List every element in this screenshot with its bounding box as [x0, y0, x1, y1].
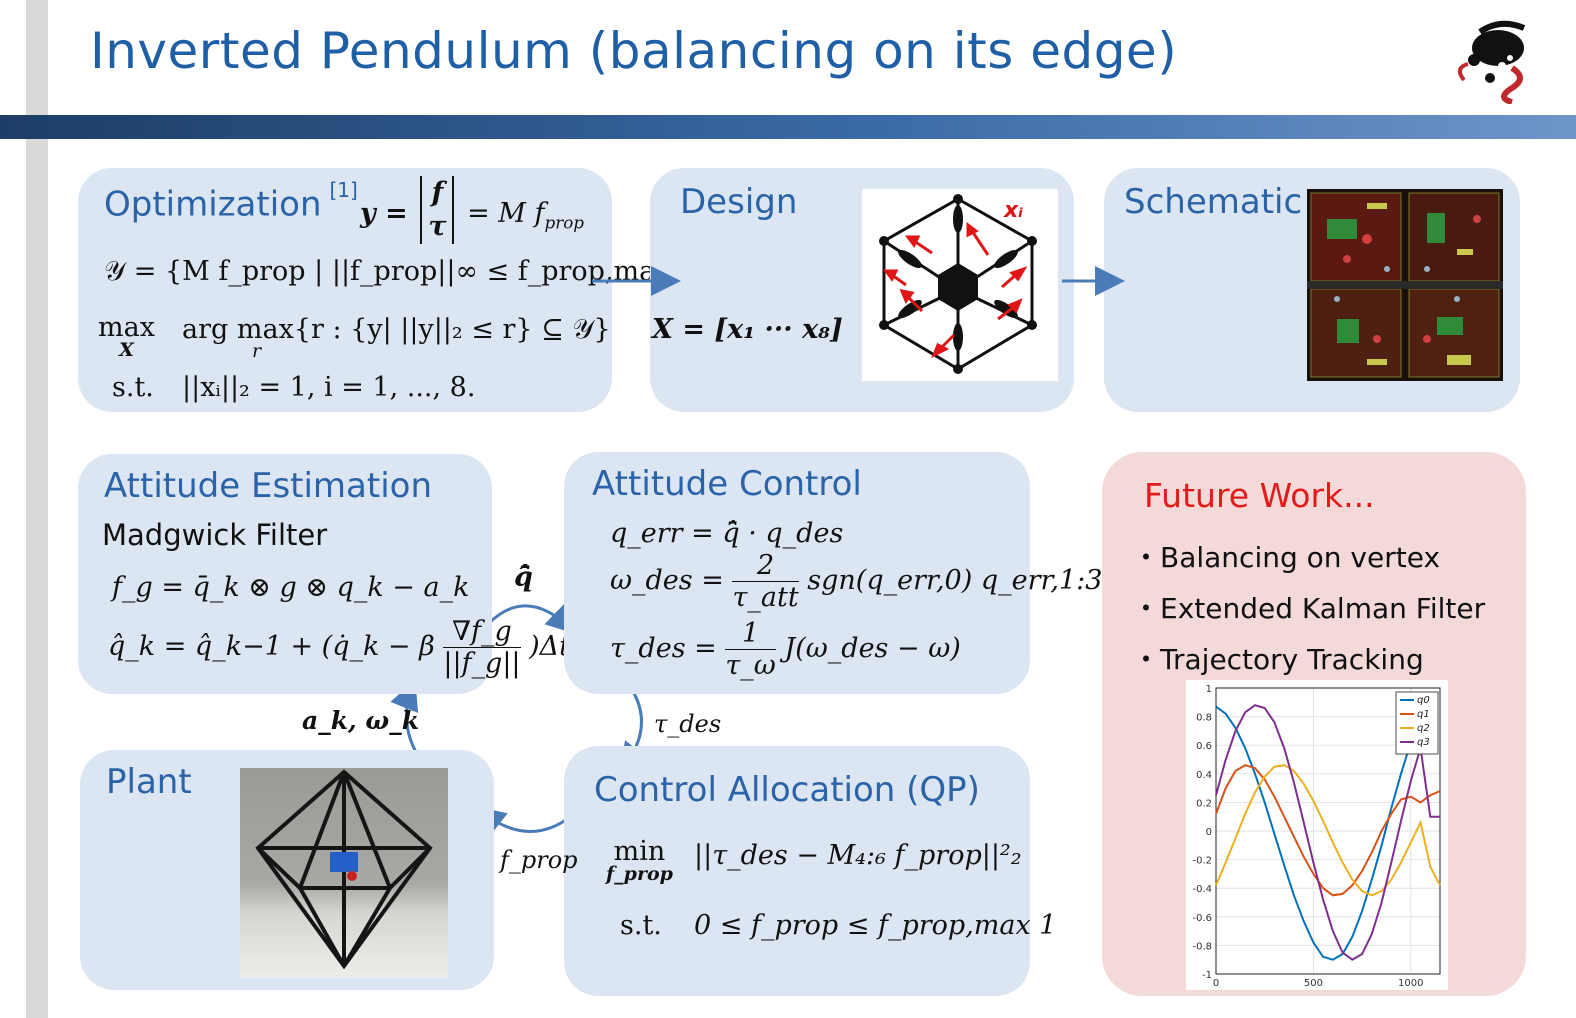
flow-label-tau-des: τ_des	[654, 710, 722, 738]
eq-y-bot: τ	[428, 211, 447, 242]
eq-qp-st-label: s.t.	[620, 910, 662, 941]
y-tick-label: 0	[1206, 827, 1212, 838]
eq-y-definition: y = f τ = M fprop	[360, 176, 584, 246]
madgwick-filter-label: Madgwick Filter	[102, 518, 328, 552]
pcb-layout-image	[1307, 189, 1503, 381]
series-line-q0	[1215, 701, 1432, 961]
series-line-q1	[1215, 764, 1441, 897]
eq-tau-desired: τ_des = 1 τ_ω J(ω_des − ω)	[610, 618, 961, 681]
eq-unit-constraint: ||xᵢ||₂ = 1, i = 1, ..., 8.	[182, 372, 476, 403]
arrow-allocation-to-plant	[474, 806, 575, 837]
flow-label-f-prop: f_prop	[500, 846, 578, 874]
control-allocation-title: Control Allocation (QP)	[594, 770, 980, 810]
control-allocation-card	[564, 746, 1030, 996]
eq-argmax-var: r	[252, 340, 262, 362]
x-tick-label: 0	[1213, 978, 1219, 989]
eq-qp-objective: ||τ_des − M₄:₆ f_prop||²₂	[694, 840, 1022, 871]
attitude-estimation-card	[78, 454, 492, 694]
plot-area-border	[1215, 687, 1441, 975]
series-line-q2	[1215, 764, 1441, 897]
flow-label-q-hat-bar: q̄̂	[514, 562, 533, 593]
label-xi: xᵢ	[1003, 198, 1023, 223]
y-tick-label: 0.4	[1196, 770, 1212, 781]
eq-q-error: q_err = q̄̂ · q_des	[610, 518, 844, 549]
y-tick-label: 1	[1206, 684, 1212, 695]
lab-logo	[1457, 20, 1526, 104]
legend-label-q0: q0	[1417, 695, 1430, 706]
y-tick-label: 0.6	[1196, 741, 1212, 752]
design-figure: xᵢ	[862, 189, 1058, 381]
citation-ref: [1]	[329, 178, 358, 202]
eq-qp-constraint: 0 ≤ f_prop ≤ f_prop,max 1	[694, 910, 1057, 941]
series-line-q3	[1215, 704, 1440, 961]
slide-title: Inverted Pendulum (balancing on its edge…	[90, 22, 1178, 80]
eq-st-label: s.t.	[112, 372, 154, 403]
y-tick-label: -0.2	[1192, 856, 1212, 867]
plant-photo	[240, 768, 448, 978]
hexagonal-frame-drawing: xᵢ	[879, 194, 1037, 374]
eq-design-matrix: X = [x₁ ··· x₈]	[652, 314, 843, 345]
eq-qp-min: min f_prop	[606, 836, 673, 885]
optimization-card	[78, 168, 612, 412]
eq-gradient-fg: f_g = q̄_k ⊗ g ⊗ q_k − a_k	[112, 572, 470, 603]
eq-argmax: arg max{r : {y| ||y||₂ ≤ r} ⊆ 𝒴}	[182, 314, 611, 345]
eq-y-lhs: y =	[360, 198, 408, 229]
y-tick-label: -0.4	[1192, 884, 1212, 895]
eq-omega-desired: ω_des = 2 τ_att sgn(q_err,0) q_err,1:3	[610, 550, 1103, 613]
future-item-trajectory: ・Trajectory Tracking	[1132, 643, 1424, 676]
design-title: Design	[680, 182, 798, 222]
legend-box	[1395, 691, 1439, 755]
left-margin-bar	[26, 0, 48, 1018]
future-item-ekf: ・Extended Kalman Filter	[1132, 592, 1486, 625]
plant-title: Plant	[106, 762, 192, 802]
schematic-title: Schematic	[1124, 182, 1303, 222]
eq-y-rhs: = M fprop	[467, 198, 585, 233]
eq-y-top: f	[431, 177, 444, 208]
attitude-control-card	[564, 452, 1030, 694]
legend-label-q2: q2	[1417, 723, 1430, 734]
flow-label-ak-omegak: a_k, ω_k	[302, 706, 420, 735]
future-item-vertex: ・Balancing on vertex	[1132, 541, 1441, 574]
eq-max: max X	[98, 312, 155, 361]
header-band	[0, 115, 1576, 139]
attitude-estimation-title: Attitude Estimation	[104, 466, 433, 506]
legend-label-q3: q3	[1417, 737, 1430, 748]
y-tick-label: -0.8	[1192, 941, 1212, 952]
eq-feasible-set: 𝒴 = {M f_prop | ||f_prop||∞ ≤ f_prop,max…	[104, 256, 688, 287]
x-tick-label: 1000	[1398, 978, 1423, 989]
attitude-control-title: Attitude Control	[592, 464, 862, 504]
eq-quaternion-update: q̂_k = q̂_k−1 + (q̇_k − β ∇f_g ||f_g|| )Δ…	[108, 616, 570, 679]
y-tick-label: 0.8	[1196, 713, 1212, 724]
future-work-title: Future Work...	[1144, 476, 1375, 515]
x-tick-label: 500	[1304, 978, 1323, 989]
legend-label-q1: q1	[1417, 709, 1430, 720]
optimization-title: Optimization [1]	[104, 178, 358, 225]
y-tick-label: -1	[1202, 970, 1212, 981]
quaternion-plot: 10.80.60.40.20-0.2-0.4-0.6-0.8-10 500 1000…	[1186, 680, 1448, 990]
y-tick-label: -0.6	[1192, 913, 1212, 924]
y-tick-label: 0.2	[1196, 798, 1212, 809]
